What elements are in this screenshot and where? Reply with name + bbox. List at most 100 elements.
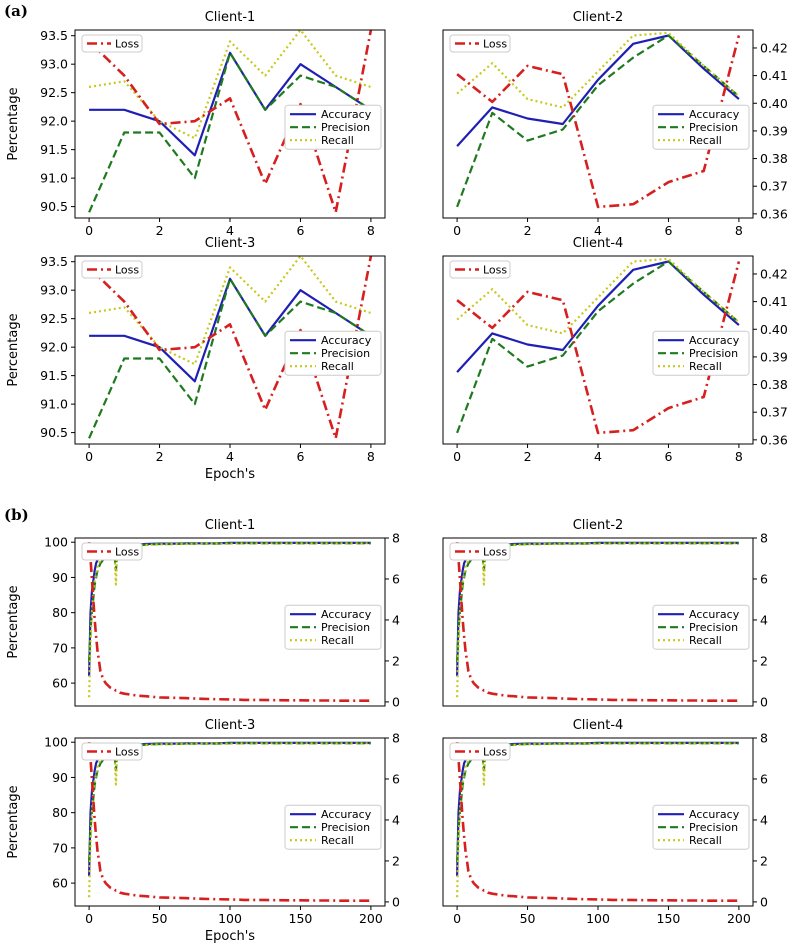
x-tick-label: 0 [85,911,93,926]
y2-tick-label: 2 [760,653,768,668]
legend-recall-label: Recall [321,834,354,847]
y2-tick-label: 0.38 [760,377,788,392]
y2-tick-label: 0.41 [760,294,788,309]
legend-loss: Loss [81,260,143,279]
y2-tick-label: 0 [392,894,400,909]
legend-box [652,330,750,376]
y2-tick-label: 0 [392,694,400,709]
y2-tick-label: 6 [392,571,400,586]
y-tick-label: 90.5 [40,199,68,214]
y2-tick-label: 6 [392,771,400,786]
x-axis-label: Epoch's [205,929,255,944]
y-tick-label: 91.0 [40,397,68,412]
x-tick-label: 150 [289,911,313,926]
legend-box [449,260,511,279]
series-loss-line [88,255,373,440]
legend-loss: Loss [449,34,511,53]
series-accuracy-line [89,51,372,157]
plot-frame [74,537,386,707]
legend-box [449,542,511,561]
chart-panel-4: Client-4 0.36 0.37 0.38 0.39 0.40 0.41 0.42 0 2 4 6… [442,236,788,464]
y2-tick-label: 0.41 [760,68,788,83]
legend-precision-label: Precision [689,621,738,634]
legend-loss-label: Loss [483,264,507,277]
x-tick-label: 6 [296,223,304,238]
chart-panel-8: Client-4 0 2 4 6 8 0 50 100 150 200 Loss AccuracyPre… [442,718,768,926]
x-tick-label: 0 [85,449,93,464]
x-tick-label: 8 [735,449,743,464]
legend-accuracy-label: Accuracy [321,808,372,821]
legend-loss: Loss [449,742,511,761]
x-tick-label: 50 [520,911,536,926]
legend-precision-label: Precision [689,121,738,134]
legend-box [81,34,143,53]
y2-tick-label: 4 [760,812,768,827]
legend-loss: Loss [81,742,143,761]
y2-tick-label: 0.38 [760,151,788,166]
legend-accuracy-label: Accuracy [689,334,740,347]
legend-recall-label: Recall [321,134,354,147]
panels: Client-1 90.5 91.0 91.5 92.0 92.5 93.0 93.5 0 2 4 6… [6,10,788,944]
y-tick-label: 91.5 [40,368,68,383]
y2-tick-label: 0.36 [760,432,788,447]
x-tick-label: 0 [453,223,461,238]
legend-accuracy-label: Accuracy [321,108,372,121]
series-precision-line [456,260,740,434]
legend-precision-label: Precision [689,821,738,834]
x-tick-label: 100 [586,911,610,926]
y2-tick-label: 0.39 [760,349,788,364]
y2-tick-label: 0.37 [760,179,788,194]
y-axis-label: Percentage [6,585,21,658]
legend-recall-label: Recall [689,360,722,373]
legend-loss-label: Loss [483,546,507,559]
y-tick-label: 90 [52,770,68,785]
x-tick-label: 4 [226,223,234,238]
x-tick-label: 8 [735,223,743,238]
legend-recall-label: Recall [689,134,722,147]
x-tick-label: 100 [218,911,242,926]
series-loss-line [88,29,373,214]
x-tick-label: 2 [156,223,164,238]
y-tick-label: 60 [52,676,68,691]
legend-loss-label: Loss [483,38,507,51]
y-tick-label: 80 [52,805,68,820]
y-tick-label: 91.5 [40,142,68,157]
x-tick-label: 150 [657,911,681,926]
legend-loss: Loss [81,34,143,53]
legend-box [284,804,382,850]
y2-tick-label: 0.40 [760,96,788,111]
legend-loss-label: Loss [115,746,139,759]
legend-recall-label: Recall [321,634,354,647]
y-tick-label: 100 [44,535,68,550]
chart-panel-1: Client-1 90.5 91.0 91.5 92.0 92.5 93.0 93.5 0 2 4 6… [6,10,386,238]
y2-tick-label: 4 [392,612,400,627]
legend-accuracy-label: Accuracy [689,808,740,821]
part-label-a: (a) [4,2,28,20]
chart-panel-3: Client-3 90.5 91.0 91.5 92.0 92.5 93.0 93.5 0 2 4 6… [6,236,386,482]
series-accuracy-line [456,260,740,373]
legend-loss-label: Loss [115,264,139,277]
series-loss-line [87,541,371,703]
y-tick-label: 60 [52,876,68,891]
series-recall-line [456,257,740,335]
legend-box [449,742,511,761]
y2-tick-label: 0.42 [760,266,788,281]
x-tick-label: 4 [594,449,602,464]
legend-box [652,604,750,650]
legend-loss: Loss [81,542,143,561]
legend-box [81,742,143,761]
series-accuracy-line [89,277,372,383]
y-tick-label: 91.0 [40,171,68,186]
part-label-b: (b) [4,506,29,524]
legend-accuracy-label: Accuracy [321,334,372,347]
y-tick-label: 70 [52,840,68,855]
legend-precision-label: Precision [321,821,370,834]
series-precision-line [456,34,740,208]
chart-title: Client-4 [573,236,624,251]
chart-title: Client-3 [205,718,256,733]
legend-recall-label: Recall [321,360,354,373]
